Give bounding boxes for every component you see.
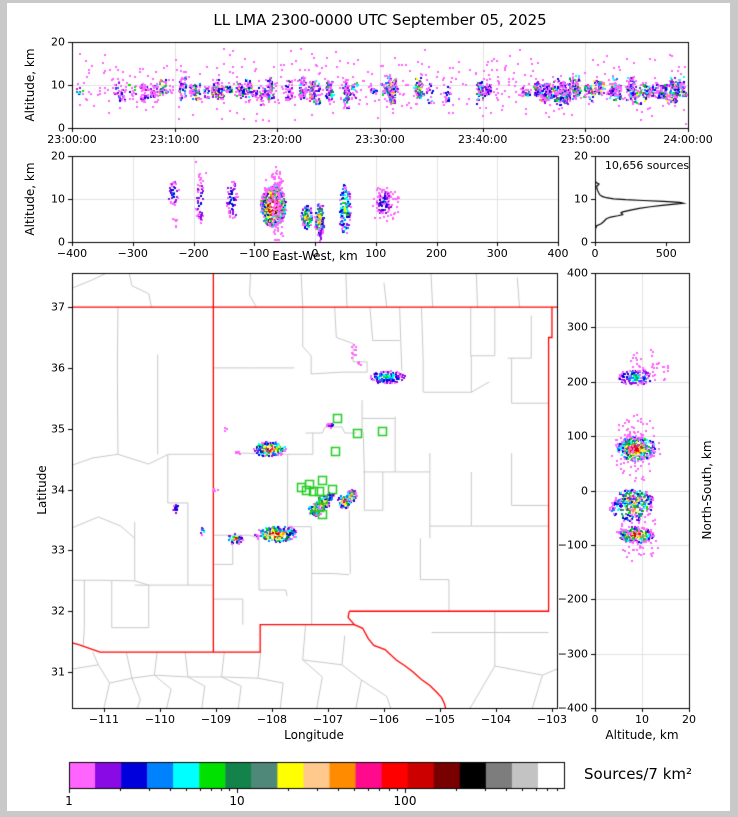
east-west-altitude-panel — [72, 156, 558, 242]
colorbar — [69, 762, 564, 788]
time-height-panel — [72, 42, 688, 128]
north-south-altitude-panel — [595, 273, 689, 708]
altitude-histogram-panel — [595, 156, 689, 242]
plan-view-map-panel — [72, 273, 557, 708]
